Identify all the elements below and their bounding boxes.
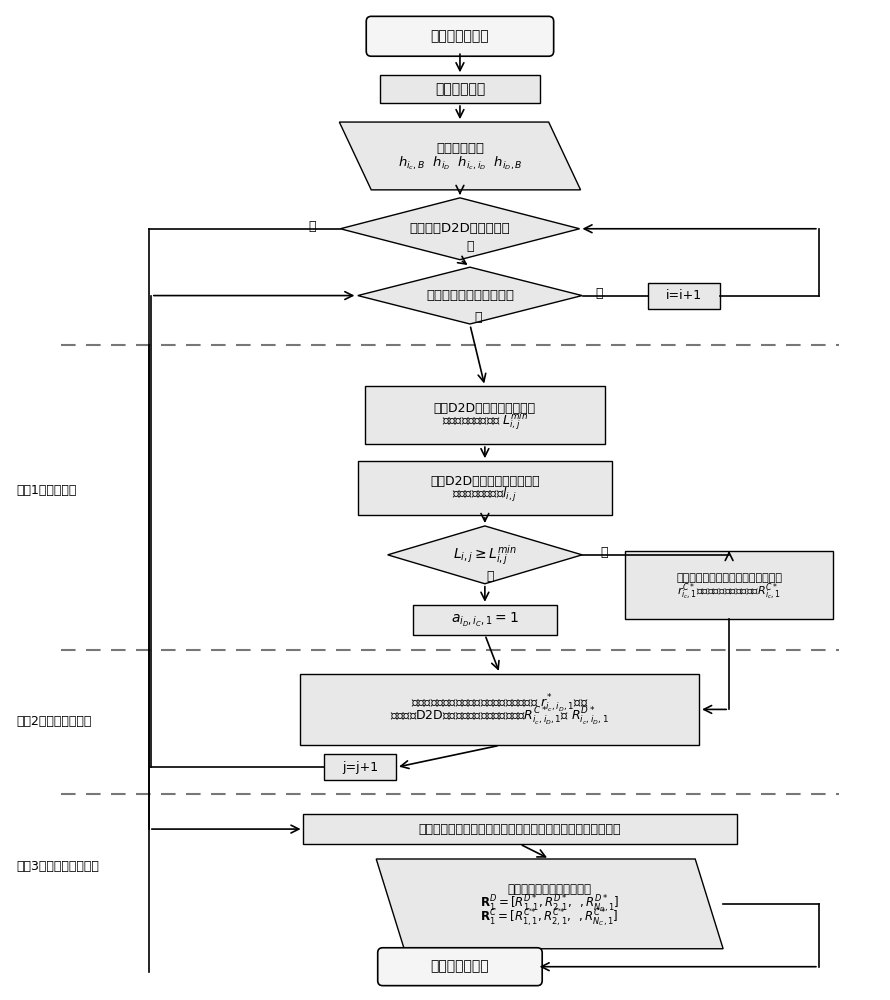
Text: 计算D2D对的接收端与复用蜂: 计算D2D对的接收端与复用蜂 <box>430 475 539 488</box>
Text: $L_{i,j} \geq L_{i,j}^{min}$: $L_{i,j} \geq L_{i,j}^{min}$ <box>453 543 517 567</box>
Text: 否: 否 <box>466 240 473 253</box>
Text: 用户之间的最小距离 $L_{i,j}^{min}$: 用户之间的最小距离 $L_{i,j}^{min}$ <box>441 411 528 432</box>
Bar <box>301 674 700 745</box>
Bar <box>365 386 604 444</box>
Text: $\mathbf{R}_1^C=[R_{1,1}^{C*},R_{2,1}^{C*},\enspace,R_{N_C,1}^{C*}]$: $\mathbf{R}_1^C=[R_{1,1}^{C*},R_{2,1}^{C… <box>481 907 619 929</box>
Text: 窝用户之间的距离$l_{i,j}$: 窝用户之间的距离$l_{i,j}$ <box>452 486 517 504</box>
Text: 输入信道增益: 输入信道增益 <box>436 142 484 155</box>
Text: 计算D2D接收端与复用蜂窝: 计算D2D接收端与复用蜂窝 <box>433 402 536 415</box>
Text: 是: 是 <box>309 220 316 233</box>
Text: 建立网络模型: 建立网络模型 <box>435 82 485 96</box>
Bar <box>324 754 396 780</box>
Text: 是: 是 <box>595 287 603 300</box>
Text: 利用最优功率控制算法计算复用时最大和速率 $r_{i_c,i_D,1}^{*}$，蜂: 利用最优功率控制算法计算复用时最大和速率 $r_{i_c,i_D,1}^{*}$… <box>411 692 588 714</box>
Text: $\mathbf{R}_1^D=[R_{1,1}^{D*},R_{2,1}^{D*},\enspace,R_{N_D,1}^{D*}]$: $\mathbf{R}_1^D=[R_{1,1}^{D*},R_{2,1}^{D… <box>480 893 619 915</box>
Bar <box>358 461 612 515</box>
Text: 是: 是 <box>486 570 494 583</box>
Text: 窝用户和D2D用户分别对应的平均传输速率$R_{i_c,i_D,1}^{C*}$和 $R_{i_c,i_D,1}^{D*}$: 窝用户和D2D用户分别对应的平均传输速率$R_{i_c,i_D,1}^{C*}$… <box>391 705 610 727</box>
FancyBboxPatch shape <box>367 16 554 56</box>
Bar <box>413 605 557 635</box>
Polygon shape <box>388 526 582 584</box>
Text: 否: 否 <box>474 311 481 324</box>
Bar <box>626 551 833 619</box>
Text: 否: 否 <box>601 546 608 559</box>
Text: 系统初始化结束: 系统初始化结束 <box>431 960 490 974</box>
Text: 以网络总吞吐量最大为目标利用匈牙利算法求取信道分配矩阵: 以网络总吞吐量最大为目标利用匈牙利算法求取信道分配矩阵 <box>418 823 621 836</box>
Bar <box>303 814 737 844</box>
Text: $h_{i_c,B}$  $h_{i_D}$  $h_{i_c,i_D}$  $h_{i_D,B}$: $h_{i_c,B}$ $h_{i_D}$ $h_{i_c,i_D}$ $h_{… <box>398 154 522 172</box>
Text: 阶段3：多用户资源调度: 阶段3：多用户资源调度 <box>16 860 99 873</box>
Polygon shape <box>340 198 579 260</box>
FancyBboxPatch shape <box>377 948 542 986</box>
Text: $a_{i_D,i_C,1}=1$: $a_{i_D,i_C,1}=1$ <box>451 611 519 629</box>
Text: 输出所有用户平均传输速率: 输出所有用户平均传输速率 <box>507 883 592 896</box>
Text: 是否达到蜂窝用户个数？: 是否达到蜂窝用户个数？ <box>426 289 514 302</box>
Text: 是否达到D2D用户个数？: 是否达到D2D用户个数？ <box>409 222 510 235</box>
Text: i=i+1: i=i+1 <box>667 289 702 302</box>
Bar <box>380 75 539 103</box>
Polygon shape <box>358 267 582 324</box>
Text: j=j+1: j=j+1 <box>342 761 378 774</box>
Polygon shape <box>339 122 580 190</box>
Text: 阶段1：接入控制: 阶段1：接入控制 <box>16 484 77 497</box>
Text: $r_{i_c,1}^{C*}$和其对应的平均传输速率$R_{i_c,1}^{C*}$: $r_{i_c,1}^{C*}$和其对应的平均传输速率$R_{i_c,1}^{C… <box>677 581 781 602</box>
Text: 阶段2：最优功率控制: 阶段2：最优功率控制 <box>16 715 92 728</box>
Polygon shape <box>376 859 724 949</box>
Text: 系统初始化开始: 系统初始化开始 <box>431 29 490 43</box>
Bar <box>648 283 720 309</box>
Text: 蜂窝用户未被复用时的最大瞬时速率: 蜂窝用户未被复用时的最大瞬时速率 <box>676 573 782 583</box>
